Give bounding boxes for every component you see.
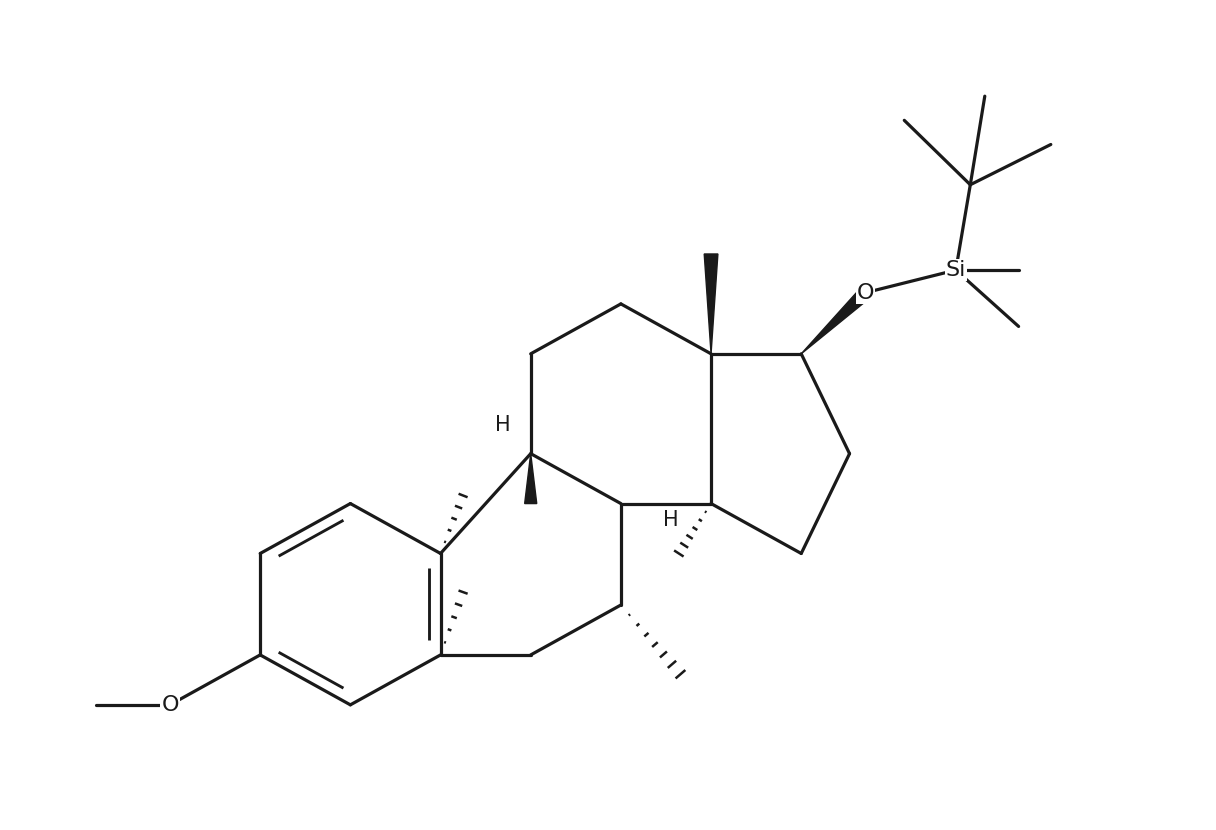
- Text: Si: Si: [946, 260, 966, 280]
- Text: O: O: [162, 695, 179, 715]
- Text: H: H: [495, 416, 511, 436]
- Polygon shape: [524, 454, 536, 504]
- Polygon shape: [801, 288, 871, 354]
- Polygon shape: [704, 254, 717, 354]
- Text: O: O: [857, 283, 874, 303]
- Text: H: H: [663, 510, 679, 530]
